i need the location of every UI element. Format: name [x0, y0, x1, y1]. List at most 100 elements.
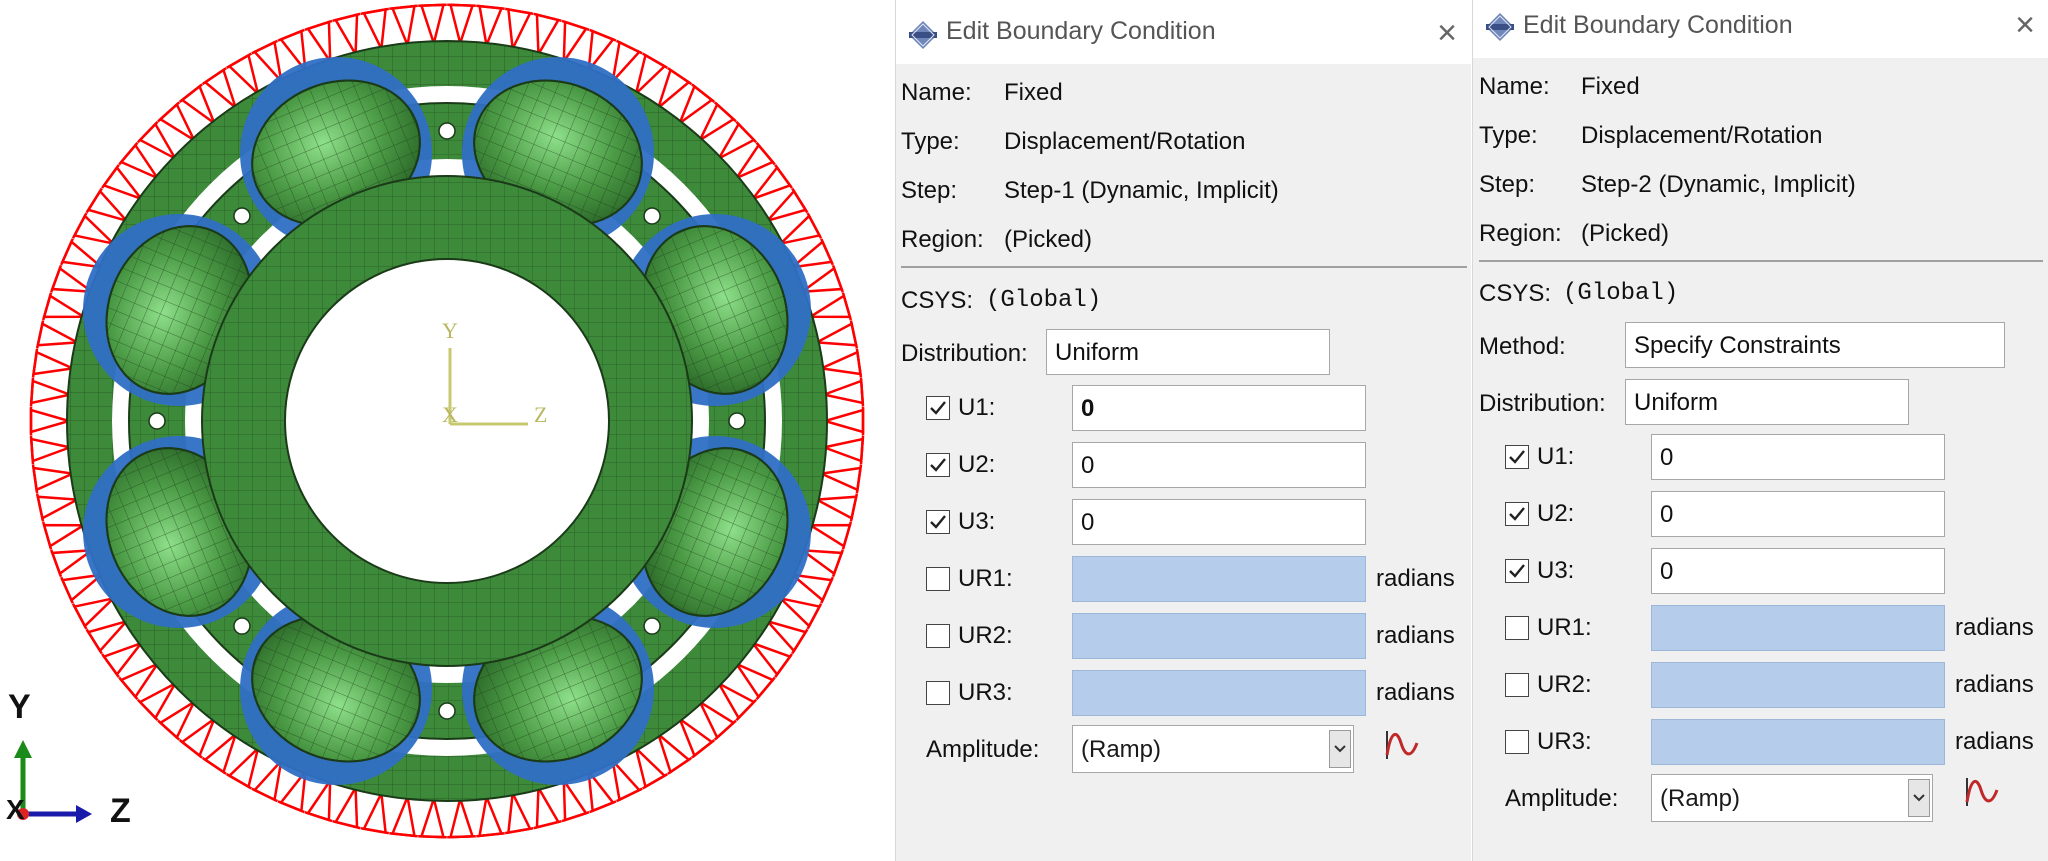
dof-label: UR3:	[958, 679, 1013, 706]
distribution-label: Distribution:	[1479, 390, 1606, 417]
dof-checkbox[interactable]	[926, 681, 950, 705]
global-axis-triad: Y X Z	[0, 688, 150, 838]
amplitude-select-value: (Ramp)	[1081, 736, 1162, 763]
dof-checkbox[interactable]	[926, 453, 950, 477]
amplitude-select-value: (Ramp)	[1660, 785, 1741, 812]
step-value: Step-2 (Dynamic, Implicit)	[1581, 171, 1856, 198]
dof-value-field	[1651, 605, 1945, 651]
type-label: Type:	[901, 128, 960, 155]
global-triad-z-label: Z	[110, 792, 131, 830]
dof-label: UR1:	[958, 565, 1013, 592]
dof-value-field[interactable]: 0	[1072, 385, 1366, 431]
type-value: Displacement/Rotation	[1581, 122, 1823, 149]
dialog-titlebar[interactable]: Edit Boundary Condition ×	[1473, 0, 2048, 58]
dof-value-field	[1072, 613, 1366, 659]
step-value: Step-1 (Dynamic, Implicit)	[1004, 177, 1279, 204]
checkmark-icon	[1509, 564, 1525, 578]
distribution-field[interactable]: Uniform	[1046, 329, 1330, 375]
dialog-title: Edit Boundary Condition	[1523, 11, 1793, 39]
dof-label: U2:	[958, 451, 996, 478]
dof-value-field	[1072, 670, 1366, 716]
model-axis-triad: Y X Z	[440, 318, 560, 428]
type-label: Type:	[1479, 122, 1538, 149]
dof-checkbox[interactable]	[926, 624, 950, 648]
dof-unit-label: radians	[1955, 614, 2034, 641]
amplitude-label: Amplitude:	[1505, 785, 1619, 812]
dof-checkbox[interactable]	[1505, 673, 1529, 697]
dof-checkbox[interactable]	[1505, 445, 1529, 469]
dof-unit-label: radians	[1376, 679, 1455, 706]
separator	[901, 266, 1467, 268]
type-value: Displacement/Rotation	[1004, 128, 1246, 155]
global-triad-y-label: Y	[8, 688, 31, 726]
model-viewport[interactable]: Y X Z Y X Z	[0, 0, 895, 861]
name-value: Fixed	[1581, 73, 1640, 100]
checkmark-icon	[930, 458, 946, 472]
separator	[1479, 260, 2043, 262]
dof-value-field	[1651, 662, 1945, 708]
dof-label: UR2:	[1537, 671, 1592, 698]
amplitude-select[interactable]: (Ramp)	[1651, 774, 1933, 822]
step-label: Step:	[901, 177, 958, 204]
dof-label: UR2:	[958, 622, 1013, 649]
close-icon[interactable]: ×	[2015, 6, 2035, 44]
dof-label: U1:	[958, 394, 996, 421]
dof-unit-label: radians	[1376, 565, 1455, 592]
chevron-down-icon[interactable]	[1908, 779, 1930, 817]
boundary-constraint-symbols	[29, 3, 865, 839]
dof-label: U3:	[958, 508, 996, 535]
checkmark-icon	[1509, 507, 1525, 521]
dof-checkbox[interactable]	[1505, 730, 1529, 754]
name-label: Name:	[901, 79, 972, 106]
amplitude-select[interactable]: (Ramp)	[1072, 725, 1354, 773]
abaqus-app-icon	[1486, 13, 1514, 41]
model-triad-z-label: Z	[534, 402, 548, 427]
dof-value-field[interactable]: 0	[1651, 548, 1945, 594]
bearing-mesh-render	[29, 3, 865, 839]
chevron-down-icon[interactable]	[1329, 730, 1351, 768]
edit-boundary-condition-dialog-step1[interactable]: Edit Boundary Condition × Name: Fixed Ty…	[895, 0, 1471, 861]
csys-label: CSYS:	[1479, 280, 1552, 307]
close-icon[interactable]: ×	[1437, 14, 1457, 52]
dof-checkbox[interactable]	[926, 510, 950, 534]
amplitude-create-icon[interactable]	[1961, 772, 2001, 812]
region-value: (Picked)	[1004, 226, 1093, 253]
global-triad-x-label: X	[6, 794, 25, 825]
distribution-label: Distribution:	[901, 340, 1028, 367]
dof-value-field[interactable]: 0	[1651, 434, 1945, 480]
dof-checkbox[interactable]	[926, 396, 950, 420]
region-value: (Picked)	[1581, 220, 1670, 247]
amplitude-label: Amplitude:	[926, 736, 1040, 763]
method-label: Method:	[1479, 333, 1566, 360]
dof-value-field	[1651, 719, 1945, 765]
csys-value: (Global)	[986, 287, 1102, 314]
dof-label: U3:	[1537, 557, 1575, 584]
edit-boundary-condition-dialog-step2[interactable]: Edit Boundary Condition × Name: Fixed Ty…	[1472, 0, 2048, 861]
amplitude-create-icon[interactable]	[1381, 725, 1421, 765]
dof-unit-label: radians	[1376, 622, 1455, 649]
checkmark-icon	[930, 401, 946, 415]
dof-value-field[interactable]: 0	[1072, 499, 1366, 545]
model-triad-y-label: Y	[442, 318, 458, 343]
dialog-title: Edit Boundary Condition	[946, 17, 1216, 45]
dof-value-field	[1072, 556, 1366, 602]
dof-value-field[interactable]: 0	[1651, 491, 1945, 537]
model-triad-lines-icon	[448, 348, 528, 426]
dof-checkbox[interactable]	[1505, 616, 1529, 640]
dof-value-field[interactable]: 0	[1072, 442, 1366, 488]
dialog-titlebar[interactable]: Edit Boundary Condition ×	[896, 0, 1471, 64]
region-label: Region:	[901, 226, 984, 253]
dof-checkbox[interactable]	[1505, 559, 1529, 583]
dof-checkbox[interactable]	[1505, 502, 1529, 526]
dof-label: U1:	[1537, 443, 1575, 470]
distribution-field[interactable]: Uniform	[1625, 379, 1909, 425]
csys-label: CSYS:	[901, 287, 974, 314]
global-triad-arrows-icon	[14, 740, 92, 823]
dof-checkbox[interactable]	[926, 567, 950, 591]
checkmark-icon	[930, 515, 946, 529]
csys-value: (Global)	[1563, 280, 1679, 307]
name-value: Fixed	[1004, 79, 1063, 106]
dof-unit-label: radians	[1955, 728, 2034, 755]
method-field[interactable]: Specify Constraints	[1625, 322, 2005, 368]
step-label: Step:	[1479, 171, 1536, 198]
